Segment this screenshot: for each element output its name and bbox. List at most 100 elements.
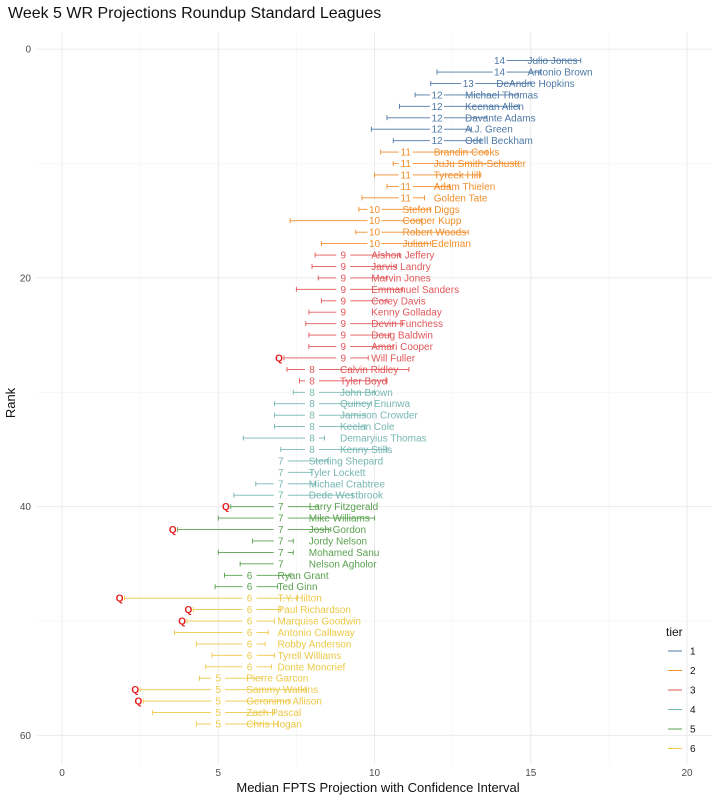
player-name: Emmanuel Sanders	[371, 285, 459, 296]
player-row: 8 Calvin Ridley	[286, 364, 410, 376]
median-label-bg	[430, 135, 444, 146]
player-name: Tyrell Williams	[278, 651, 342, 662]
player-row: 12 A.J. Green	[370, 124, 513, 136]
median-label: 8	[309, 365, 315, 376]
median-label: 8	[309, 434, 315, 445]
player-name: Brandin Cooks	[434, 148, 500, 159]
median-label: 9	[340, 319, 346, 330]
player-row: 6 Donte Moncrief	[205, 661, 346, 673]
median-label-bg	[336, 341, 351, 352]
median-label: 5	[215, 674, 221, 685]
median-label-bg	[305, 433, 319, 444]
player-name: Golden Tate	[434, 193, 488, 204]
player-name: Julio Jones	[528, 56, 578, 67]
player-name: Antonio Brown	[528, 68, 593, 79]
median-label: 7	[278, 548, 284, 559]
questionable-marker: Q	[131, 685, 139, 696]
median-label: 12	[431, 113, 443, 124]
player-name: Marvin Jones	[371, 273, 430, 284]
y-tick-label: 60	[20, 731, 32, 742]
median-label-bg	[211, 718, 226, 729]
player-row: 6 Paul Richardson Q	[184, 604, 351, 616]
median-label-bg	[273, 455, 288, 466]
median-label-bg	[336, 352, 351, 363]
player-row: 5 Geronimo Allison Q	[134, 696, 322, 708]
median-label-bg	[367, 238, 382, 249]
questionable-marker: Q	[275, 353, 283, 364]
player-row: 8 Keelan Cole	[274, 421, 395, 433]
median-label-bg	[398, 169, 413, 180]
player-name: Paul Richardson	[278, 605, 351, 616]
player-name: Doug Baldwin	[371, 331, 433, 342]
median-label-bg	[273, 467, 288, 478]
median-label-bg	[336, 261, 351, 272]
median-label: 13	[463, 79, 475, 90]
player-row: 12 Michael Thomas	[414, 89, 538, 101]
median-label: 5	[215, 685, 221, 696]
median-label: 6	[247, 617, 253, 628]
median-label-bg	[305, 364, 319, 375]
questionable-marker: Q	[134, 697, 142, 708]
x-tick-label: 20	[681, 768, 693, 779]
median-label-bg	[273, 513, 288, 524]
player-name: Larry Fitzgerald	[309, 502, 378, 513]
median-label-bg	[273, 547, 288, 558]
median-label-bg	[336, 330, 351, 341]
player-row: 11 Adam Thielen	[386, 181, 495, 193]
median-label-bg	[336, 284, 351, 295]
median-label-bg	[398, 147, 413, 158]
questionable-marker: Q	[116, 594, 124, 605]
player-row: 7 Josh Gordon Q	[169, 524, 366, 536]
x-tick-label: 0	[59, 768, 65, 779]
median-label: 10	[369, 205, 381, 216]
player-name: Tyreek Hill	[434, 170, 481, 181]
median-label-bg	[430, 124, 444, 135]
median-label-bg	[430, 89, 444, 100]
y-axis-title: Rank	[3, 387, 18, 418]
player-row: 7 Dede Westbrook	[233, 490, 384, 502]
median-label: 7	[278, 502, 284, 513]
player-row: 14 Antonio Brown	[436, 67, 593, 79]
median-label: 11	[401, 170, 412, 181]
player-row: 6 Marquise Goodwin Q	[178, 616, 361, 628]
median-label: 10	[369, 239, 381, 250]
player-row: 7 Mike Williams	[217, 513, 375, 525]
player-name: Ryan Grant	[278, 571, 329, 582]
y-tick-label: 20	[20, 273, 32, 284]
median-label-bg	[336, 272, 351, 283]
player-name: Demaryius Thomas	[340, 434, 427, 445]
player-name: Odell Beckham	[465, 136, 533, 147]
median-label-bg	[242, 638, 257, 649]
player-name: Robert Woods	[403, 228, 467, 239]
median-label: 7	[278, 479, 284, 490]
player-name: Mohamed Sanu	[309, 548, 380, 559]
median-label-bg	[242, 604, 257, 615]
player-name: Donte Moncrief	[278, 662, 346, 673]
median-label: 8	[309, 422, 315, 433]
median-label-bg	[367, 204, 382, 215]
player-row: 7 Jordy Nelson	[252, 535, 367, 547]
player-row: 9 Will Fuller Q	[275, 352, 416, 364]
median-label: 6	[247, 594, 253, 605]
player-name: Quincy Enunwa	[340, 399, 410, 410]
median-label: 14	[494, 56, 506, 67]
median-label-bg	[305, 444, 319, 455]
player-row: 9 Emmanuel Sanders	[295, 284, 459, 296]
player-row: 5 Zach Pascal	[152, 707, 301, 719]
median-label: 8	[309, 399, 315, 410]
median-label-bg	[242, 650, 257, 661]
median-label: 9	[340, 285, 346, 296]
player-row: 6 Ted Ginn	[214, 581, 318, 593]
player-name: Amari Cooper	[371, 342, 433, 353]
legend: tier 1 2 3 4 5 6	[666, 625, 696, 755]
player-name: Calvin Ridley	[340, 365, 398, 376]
player-row: 9 Doug Baldwin	[308, 330, 433, 342]
player-row: 8 John Brown	[292, 387, 393, 399]
legend-label: 4	[690, 705, 696, 716]
median-label-bg	[336, 295, 351, 306]
median-label: 6	[247, 651, 253, 662]
median-label-bg	[305, 398, 319, 409]
legend-title: tier	[666, 625, 683, 639]
player-row: 6 Ryan Grant	[224, 570, 329, 582]
player-name: Sterling Shepard	[309, 456, 384, 467]
